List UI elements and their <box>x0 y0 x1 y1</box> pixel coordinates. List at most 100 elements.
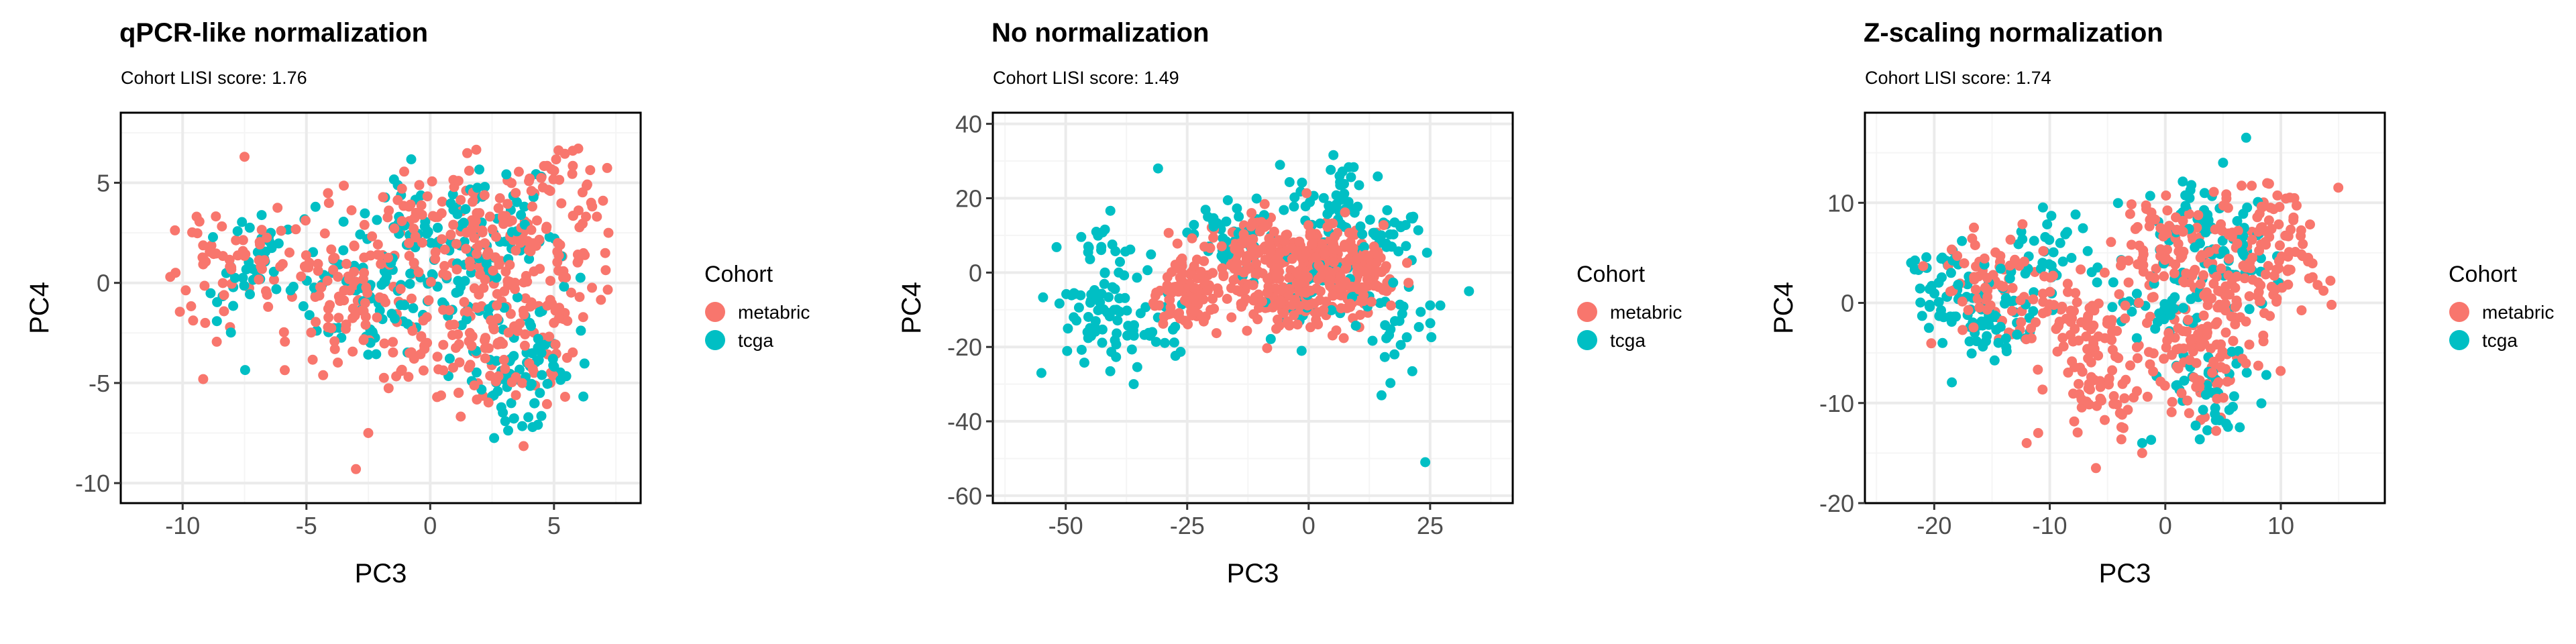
point-tcga <box>2112 198 2123 209</box>
point-tcga <box>211 316 222 327</box>
point-metabric <box>1970 284 1981 295</box>
point-tcga <box>2232 216 2243 226</box>
point-metabric <box>2125 209 2135 219</box>
point-metabric <box>211 211 221 222</box>
point-metabric <box>2183 315 2194 325</box>
point-metabric <box>1234 265 1244 276</box>
point-tcga <box>2037 202 2048 213</box>
point-metabric <box>441 270 452 281</box>
point-tcga <box>338 245 349 256</box>
point-metabric <box>1189 261 1199 272</box>
point-metabric <box>318 370 329 380</box>
point-metabric <box>1174 308 1185 319</box>
point-metabric <box>325 300 335 311</box>
point-tcga <box>1085 254 1095 264</box>
point-metabric <box>487 224 498 235</box>
point-tcga <box>1152 163 1163 174</box>
point-tcga <box>533 419 543 430</box>
point-metabric <box>199 280 210 291</box>
y-tick-label: -5 <box>89 370 110 397</box>
point-tcga <box>266 243 277 254</box>
point-metabric <box>378 192 388 203</box>
point-metabric <box>511 372 521 382</box>
point-metabric <box>1262 343 1273 354</box>
point-metabric <box>219 290 229 301</box>
point-metabric <box>374 292 385 303</box>
point-metabric <box>596 294 606 305</box>
point-metabric <box>2253 226 2263 237</box>
point-metabric <box>493 203 504 213</box>
point-tcga <box>1073 303 1084 313</box>
y-tick-label: 0 <box>97 270 110 297</box>
legend-label-tcga: tcga <box>738 330 773 351</box>
point-metabric <box>2119 393 2130 404</box>
point-metabric <box>1165 294 1175 305</box>
point-tcga <box>1995 264 2006 274</box>
point-metabric <box>1360 250 1371 260</box>
point-tcga <box>1221 216 1232 227</box>
point-metabric <box>2145 271 2155 282</box>
point-tcga <box>1085 323 1095 333</box>
point-metabric <box>1208 268 1218 278</box>
point-tcga <box>1389 217 1400 228</box>
point-metabric <box>1340 207 1350 218</box>
point-tcga <box>1995 321 2006 332</box>
point-tcga <box>1917 311 1927 321</box>
point-tcga <box>2261 370 2271 380</box>
point-metabric <box>2151 264 2161 274</box>
point-tcga <box>1322 209 1333 219</box>
x-tick-label: 0 <box>1302 512 1316 539</box>
point-metabric <box>1162 272 1173 282</box>
point-tcga <box>1381 238 1391 249</box>
point-metabric <box>2038 297 2049 307</box>
point-tcga <box>2146 435 2157 445</box>
point-metabric <box>1287 300 1297 311</box>
point-metabric <box>437 234 447 245</box>
point-metabric <box>2305 219 2315 230</box>
point-metabric <box>1985 300 1996 311</box>
point-tcga <box>421 229 432 239</box>
point-metabric <box>1259 221 1270 232</box>
point-metabric <box>278 327 289 337</box>
x-axis-label: PC3 <box>355 559 407 588</box>
y-tick-label: 0 <box>1841 290 1854 317</box>
point-tcga <box>481 258 492 269</box>
y-tick-label: -10 <box>1819 390 1854 417</box>
point-metabric <box>524 176 534 186</box>
point-tcga <box>559 281 570 292</box>
point-tcga <box>2255 253 2266 264</box>
point-metabric <box>1163 227 1174 238</box>
point-metabric <box>2184 209 2194 219</box>
x-tick-label: 0 <box>2159 512 2172 539</box>
point-tcga <box>1070 288 1081 299</box>
point-metabric <box>2138 249 2149 260</box>
point-metabric <box>1205 243 1216 254</box>
point-metabric <box>1289 310 1299 321</box>
point-tcga <box>2180 190 2191 201</box>
point-metabric <box>1263 274 1273 284</box>
point-metabric <box>367 231 378 241</box>
point-metabric <box>422 191 433 202</box>
point-metabric <box>1216 241 1227 252</box>
point-metabric <box>2173 323 2184 333</box>
legend-key-metabric <box>2449 302 2469 322</box>
point-tcga <box>2028 306 2039 317</box>
point-metabric <box>323 198 334 209</box>
point-metabric <box>1253 245 1263 256</box>
point-metabric <box>1248 280 1258 290</box>
point-metabric <box>341 319 352 330</box>
point-tcga <box>1099 278 1110 289</box>
point-metabric <box>1982 272 1992 283</box>
point-metabric <box>187 227 197 237</box>
point-metabric <box>319 228 330 239</box>
point-metabric <box>432 352 443 362</box>
point-metabric <box>2275 366 2286 376</box>
point-metabric <box>444 305 455 315</box>
point-tcga <box>474 164 484 175</box>
point-metabric <box>2258 330 2269 341</box>
point-metabric <box>526 225 537 235</box>
point-tcga <box>1126 344 1137 355</box>
point-metabric <box>1271 270 1282 280</box>
point-metabric <box>2241 316 2251 327</box>
point-metabric <box>2159 380 2170 391</box>
